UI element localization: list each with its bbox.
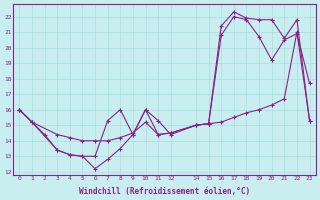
X-axis label: Windchill (Refroidissement éolien,°C): Windchill (Refroidissement éolien,°C)	[79, 187, 250, 196]
